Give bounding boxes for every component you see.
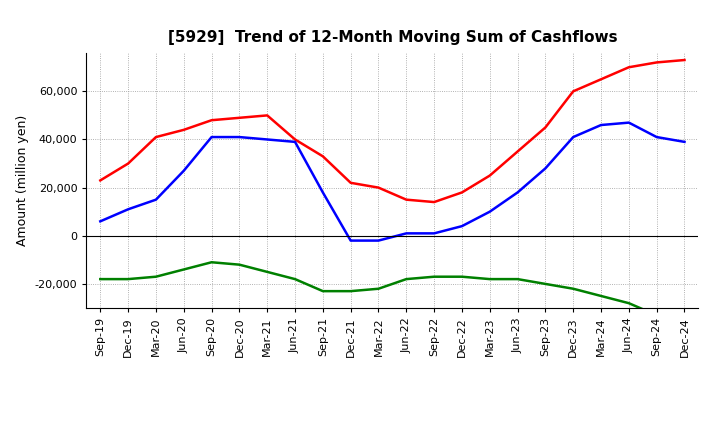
Investing Cashflow [263,269,271,275]
Free Cashflow [124,207,132,212]
Investing Cashflow [124,276,132,282]
Operating Cashflow [541,125,550,130]
Investing Cashflow [569,286,577,291]
Operating Cashflow [152,135,161,140]
Operating Cashflow [680,57,689,62]
Operating Cashflow [318,154,327,159]
Operating Cashflow [179,127,188,132]
Operating Cashflow [485,173,494,178]
Operating Cashflow [346,180,355,185]
Investing Cashflow [346,289,355,294]
Free Cashflow [179,168,188,173]
Operating Cashflow [374,185,383,190]
Operating Cashflow [124,161,132,166]
Free Cashflow [569,135,577,140]
Free Cashflow [152,197,161,202]
Operating Cashflow [652,60,661,65]
Free Cashflow [207,135,216,140]
Investing Cashflow [458,274,467,279]
Free Cashflow [374,238,383,243]
Line: Operating Cashflow: Operating Cashflow [100,60,685,202]
Investing Cashflow [513,276,522,282]
Free Cashflow [96,219,104,224]
Free Cashflow [318,190,327,195]
Investing Cashflow [680,320,689,325]
Line: Investing Cashflow: Investing Cashflow [100,262,685,323]
Line: Free Cashflow: Free Cashflow [100,123,685,241]
Investing Cashflow [430,274,438,279]
Investing Cashflow [541,281,550,286]
Investing Cashflow [207,260,216,265]
Operating Cashflow [513,149,522,154]
Free Cashflow [652,135,661,140]
Free Cashflow [458,224,467,229]
Operating Cashflow [263,113,271,118]
Free Cashflow [485,209,494,214]
Investing Cashflow [597,293,606,299]
Operating Cashflow [235,115,243,121]
Free Cashflow [235,135,243,140]
Investing Cashflow [374,286,383,291]
Free Cashflow [291,139,300,144]
Title: [5929]  Trend of 12-Month Moving Sum of Cashflows: [5929] Trend of 12-Month Moving Sum of C… [168,29,617,45]
Investing Cashflow [235,262,243,268]
Investing Cashflow [318,289,327,294]
Free Cashflow [263,137,271,142]
Operating Cashflow [597,77,606,82]
Operating Cashflow [569,89,577,94]
Investing Cashflow [152,274,161,279]
Operating Cashflow [291,137,300,142]
Free Cashflow [430,231,438,236]
Investing Cashflow [652,312,661,318]
Operating Cashflow [458,190,467,195]
Operating Cashflow [96,178,104,183]
Investing Cashflow [96,276,104,282]
Free Cashflow [346,238,355,243]
Free Cashflow [513,190,522,195]
Free Cashflow [680,139,689,144]
Investing Cashflow [624,301,633,306]
Free Cashflow [541,166,550,171]
Investing Cashflow [402,276,410,282]
Operating Cashflow [402,197,410,202]
Free Cashflow [624,120,633,125]
Operating Cashflow [624,65,633,70]
Operating Cashflow [430,199,438,205]
Y-axis label: Amount (million yen): Amount (million yen) [16,115,30,246]
Investing Cashflow [179,267,188,272]
Operating Cashflow [207,117,216,123]
Investing Cashflow [291,276,300,282]
Investing Cashflow [485,276,494,282]
Free Cashflow [597,122,606,128]
Free Cashflow [402,231,410,236]
